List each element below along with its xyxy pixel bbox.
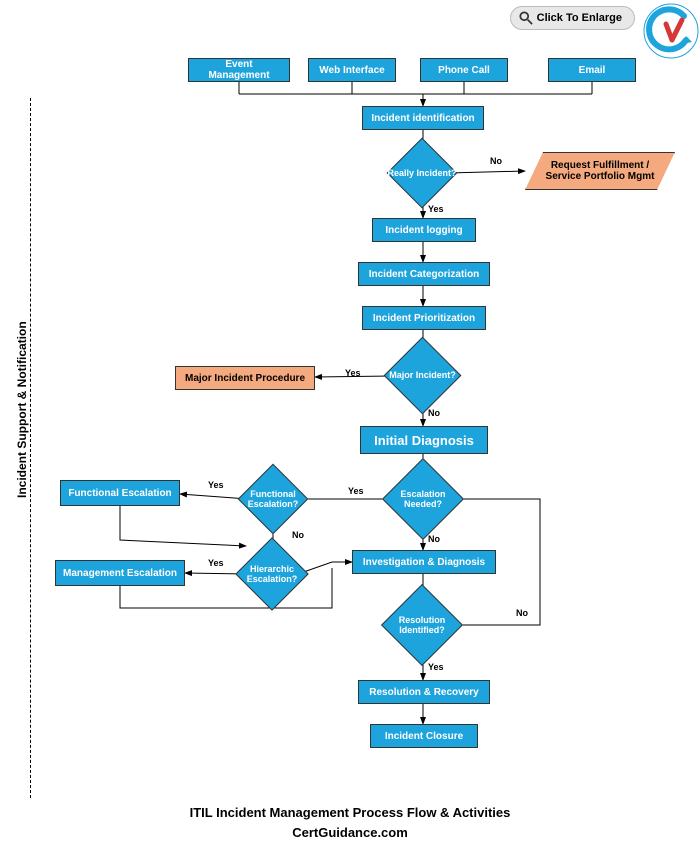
diagram-caption: ITIL Incident Management Process Flow & … — [0, 803, 700, 842]
node-initial_diag: Initial Diagnosis — [360, 426, 488, 454]
flowchart-diagram: Incident Support & Notification — [0, 48, 700, 808]
node-resolution_rec: Resolution & Recovery — [358, 680, 490, 704]
edge-label-ri_no: No — [490, 156, 502, 166]
decision-functional_esc_q — [238, 464, 309, 535]
node-phone_call: Phone Call — [420, 58, 508, 82]
edge-label-rid_no: No — [516, 608, 528, 618]
edge-label-mi_yes: Yes — [345, 368, 361, 378]
node-incident_logging: Incident logging — [372, 218, 476, 242]
hexagon-request_fulfill: Request Fulfillment / Service Portfolio … — [525, 152, 675, 190]
caption-line2: CertGuidance.com — [0, 823, 700, 843]
node-email: Email — [548, 58, 636, 82]
node-event_mgmt: Event Management — [188, 58, 290, 82]
node-mgmt_esc: Management Escalation — [55, 560, 185, 586]
decision-escalation_needed — [382, 458, 464, 540]
node-incident_id: Incident identification — [362, 106, 484, 130]
decision-hierarchic_esc_q — [235, 537, 309, 611]
edge-label-en_no: No — [428, 534, 440, 544]
node-incident_closure: Incident Closure — [370, 724, 478, 748]
search-icon — [519, 11, 533, 25]
enlarge-button[interactable]: Click To Enlarge — [510, 6, 635, 30]
edge-label-rid_yes: Yes — [428, 662, 444, 672]
node-incident_cat: Incident Categorization — [358, 262, 490, 286]
terminator-major_proc: Major Incident Procedure — [175, 366, 315, 390]
edge-label-ri_yes: Yes — [428, 204, 444, 214]
swimlane-divider — [30, 98, 31, 798]
edge-label-fe_no: No — [292, 530, 304, 540]
caption-line1: ITIL Incident Management Process Flow & … — [0, 803, 700, 823]
edge-label-en_yes: Yes — [348, 486, 364, 496]
edge-label-he_yes: Yes — [208, 558, 224, 568]
node-investigation: Investigation & Diagnosis — [352, 550, 496, 574]
node-incident_prio: Incident Prioritization — [362, 306, 486, 330]
decision-major_incident — [384, 337, 462, 415]
edge-label-mi_no: No — [428, 408, 440, 418]
node-web_interface: Web Interface — [308, 58, 396, 82]
decision-resolution_id — [381, 584, 463, 666]
swimlane-label: Incident Support & Notification — [15, 321, 29, 498]
edge-label-fe_yes: Yes — [208, 480, 224, 490]
decision-really_incident — [387, 138, 458, 209]
enlarge-label: Click To Enlarge — [537, 12, 622, 24]
node-functional_esc: Functional Escalation — [60, 480, 180, 506]
